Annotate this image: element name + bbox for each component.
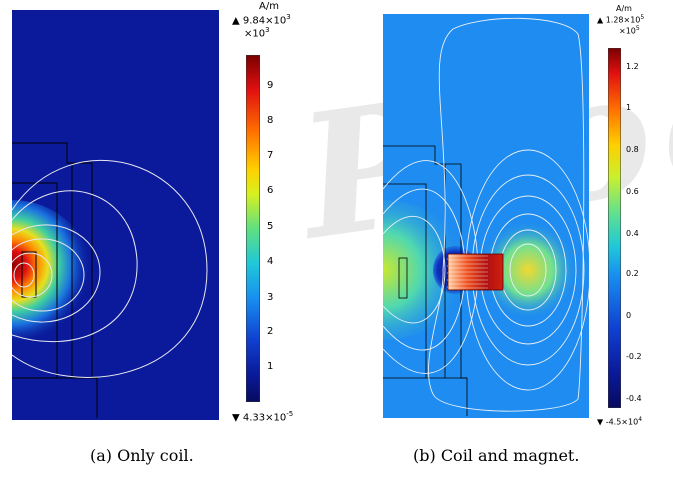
- max-value-a-exp: 3: [286, 13, 291, 21]
- field-lines-a: [12, 159, 208, 378]
- multiplier-a: ×103: [244, 26, 270, 39]
- colorbar-b-tick: 0.8: [626, 145, 639, 154]
- colorbar-a-tick: 9: [267, 80, 274, 91]
- geometry-outline-a: [12, 142, 98, 418]
- colorbar-b-tick: 0.4: [626, 229, 639, 238]
- min-value-a-text: ▼ 4.33×10: [232, 412, 287, 424]
- colorbar-b-tick: 0.6: [626, 187, 639, 196]
- colorbar-a-tick: 6: [267, 185, 274, 196]
- field-glow-left-b: [383, 200, 468, 340]
- colorbar-b-tick: 0: [626, 311, 632, 320]
- min-value-b-text: ▼ -4.5×10: [597, 417, 639, 427]
- colorbar-a-tick: 4: [267, 256, 274, 267]
- multiplier-b: ×105: [619, 25, 640, 36]
- max-value-a-text: ▲ 9.84×10: [232, 15, 287, 27]
- unit-label-b: A/m: [616, 4, 632, 13]
- field-glow-right-b: [478, 220, 578, 320]
- multiplier-b-exp: 5: [635, 25, 640, 32]
- max-value-b: ▲ 1.28×105: [597, 14, 644, 25]
- unit-label-a: A/m: [259, 1, 279, 12]
- magnet-outline-b: [447, 253, 504, 291]
- colorbar-b-border: [608, 48, 621, 408]
- colorbar-a-tick: 8: [267, 115, 274, 126]
- max-value-b-exp: 5: [640, 14, 645, 21]
- field-plot-a: [12, 10, 219, 420]
- multiplier-b-text: ×10: [619, 26, 636, 36]
- colorbar-a-tick: 7: [267, 150, 274, 161]
- colorbar-a-tick: 2: [267, 326, 274, 337]
- caption-a: (a) Only coil.: [90, 446, 194, 465]
- min-value-b-exp: 4: [638, 416, 643, 423]
- colorbar-a-tick: 3: [267, 292, 274, 303]
- field-plot-b: [383, 14, 589, 418]
- min-value-b: ▼ -4.5×104: [597, 416, 642, 427]
- multiplier-a-exp: 3: [265, 26, 270, 34]
- magnet-hatching-b: [448, 255, 488, 289]
- colorbar-b-tick: 1.2: [626, 62, 639, 71]
- multiplier-a-text: ×10: [244, 28, 266, 40]
- min-value-a: ▼ 4.33×10-5: [232, 410, 293, 423]
- colorbar-b-tick: -0.4: [626, 394, 642, 403]
- colorbar-b-tick: 0.2: [626, 269, 639, 278]
- colorbar-b-tick: -0.2: [626, 352, 642, 361]
- colorbar-a: [246, 55, 260, 402]
- max-value-b-text: ▲ 1.28×10: [597, 15, 641, 25]
- max-value-a: ▲ 9.84×103: [232, 13, 291, 26]
- min-value-a-exp: -5: [286, 410, 294, 418]
- colorbar-a-border: [246, 55, 260, 402]
- colorbar-a-tick: 5: [267, 221, 274, 232]
- colorbar-b-tick: 1: [626, 103, 632, 112]
- colorbar-a-tick: 1: [267, 361, 274, 372]
- colorbar-b: [608, 48, 621, 408]
- caption-b: (b) Coil and magnet.: [413, 446, 580, 465]
